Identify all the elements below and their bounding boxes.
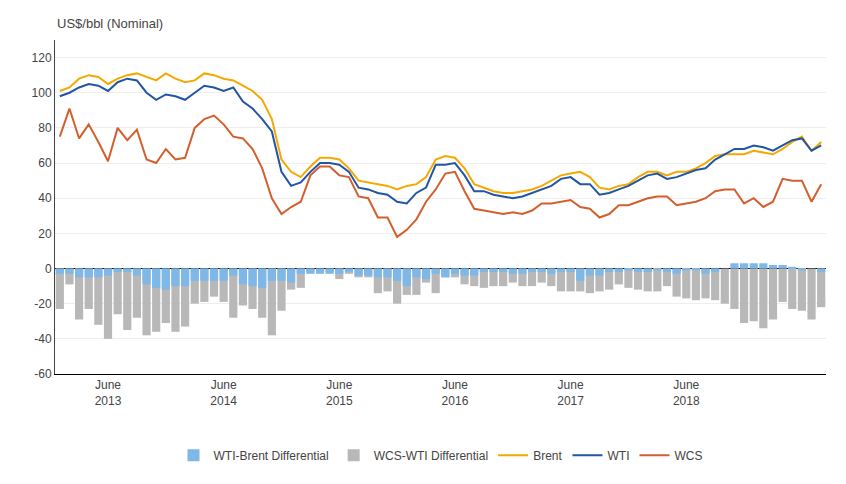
svg-text:WCS-WTI Differential: WCS-WTI Differential [374,449,488,463]
svg-text:June2018: June2018 [673,378,700,408]
svg-text:WCS: WCS [674,449,702,463]
svg-text:June2016: June2016 [442,378,469,408]
svg-text:June2013: June2013 [95,378,122,408]
svg-text:June2014: June2014 [210,378,237,408]
svg-text:20: 20 [38,227,52,241]
svg-text:60: 60 [38,156,52,170]
svg-text:120: 120 [32,51,52,65]
svg-text:Brent: Brent [533,449,562,463]
svg-text:0: 0 [45,262,52,276]
svg-text:-60: -60 [34,367,52,381]
svg-text:US$/bbl (Nominal): US$/bbl (Nominal) [57,16,163,31]
svg-text:100: 100 [32,86,52,100]
svg-text:80: 80 [38,121,52,135]
svg-text:WTI: WTI [607,449,629,463]
svg-text:June2015: June2015 [326,378,353,408]
svg-text:June2017: June2017 [557,378,584,408]
svg-text:-40: -40 [34,332,52,346]
svg-text:40: 40 [38,191,52,205]
svg-text:WTI-Brent Differential: WTI-Brent Differential [214,449,329,463]
svg-text:-20: -20 [34,297,52,311]
